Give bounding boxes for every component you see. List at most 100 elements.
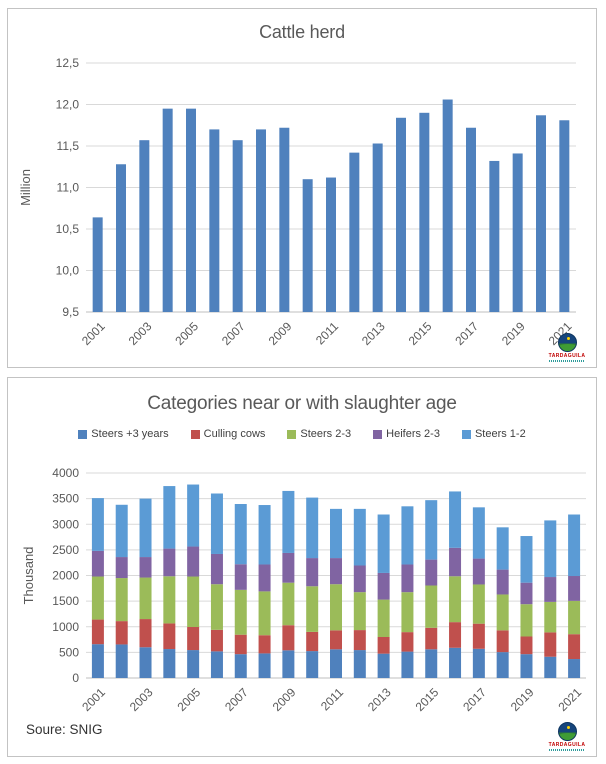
bar-segment-2001 (91, 550, 104, 577)
bar-segment-2004 (163, 486, 176, 549)
y-tick-label: 9,5 (62, 305, 79, 319)
bar-segment-2012 (353, 650, 366, 678)
bar-segment-2004 (163, 576, 176, 624)
bar-segment-2002 (115, 578, 128, 622)
bar-segment-2014 (401, 592, 414, 633)
bar-segment-2001 (91, 498, 104, 551)
bar-2012 (349, 152, 360, 312)
bar-segment-2007 (234, 589, 247, 635)
bar-segment-2005 (187, 546, 200, 577)
bar-segment-2002 (115, 504, 128, 558)
x-tick-label: 2003 (127, 685, 156, 714)
bar-segment-2019 (520, 604, 533, 637)
bar-2013 (372, 143, 383, 312)
x-tick-label: 2011 (313, 319, 341, 347)
bar-segment-2002 (115, 644, 128, 678)
x-tick-label: 2013 (359, 319, 388, 348)
y-axis-title: Thousand (21, 547, 36, 605)
bar-segment-2020 (544, 577, 557, 602)
bar-segment-2006 (210, 553, 223, 585)
y-tick-label: 11,0 (57, 181, 80, 195)
bar-segment-2006 (210, 584, 223, 630)
bar-segment-2016 (449, 576, 462, 623)
bar-2003 (139, 140, 150, 312)
bar-segment-2003 (139, 577, 152, 620)
bar-segment-2012 (353, 592, 366, 631)
bar-segment-2001 (91, 644, 104, 678)
bar-segment-2009 (282, 490, 295, 553)
bar-segment-2007 (234, 564, 247, 590)
bar-segment-2010 (306, 631, 319, 652)
bar-segment-2017 (472, 648, 485, 678)
bar-2015 (419, 112, 430, 312)
bar-segment-2015 (425, 649, 438, 678)
bar-2007 (232, 140, 243, 312)
legend-label: Steers +3 years (91, 428, 169, 440)
bar-segment-2010 (306, 651, 319, 678)
bar-segment-2021 (568, 576, 581, 601)
bar-segment-2008 (258, 564, 271, 592)
y-tick-label: 10,5 (56, 222, 80, 236)
bar-segment-2016 (449, 491, 462, 548)
bar-segment-2016 (449, 647, 462, 678)
y-tick-label: 0 (72, 671, 79, 685)
bar-segment-2011 (330, 630, 342, 650)
bar-segment-2003 (139, 619, 152, 648)
y-tick-label: 3500 (52, 492, 79, 506)
globe-icon (557, 333, 577, 352)
tardaguila-logo: TARDAGUILA (545, 333, 589, 362)
bar-2021 (559, 120, 570, 313)
slaughter-age-chart: 0 500 1000 1500 2000 2500 3000 3500 4000 2001 2003… (21, 466, 586, 714)
bar-2004 (162, 108, 173, 313)
x-tick-label: 2007 (222, 685, 251, 714)
y-tick-label: 11,5 (57, 139, 80, 153)
logo-subtext-line (549, 360, 585, 362)
bar-segment-2010 (306, 497, 319, 559)
bar-segment-2008 (258, 635, 271, 654)
x-tick-label: 2005 (174, 685, 203, 714)
bar-segment-2003 (139, 498, 152, 558)
x-tick-label: 2005 (172, 319, 201, 348)
legend-swatch-icon (190, 429, 200, 439)
bar-segment-2013 (377, 653, 390, 678)
bar-segment-2021 (568, 659, 581, 678)
bar-segment-2002 (115, 557, 128, 579)
bar-segment-2013 (377, 637, 390, 654)
legend-swatch-icon (287, 429, 297, 439)
bar-segment-2001 (91, 576, 104, 620)
bar-segment-2013 (377, 599, 390, 637)
legend-swatch-icon (373, 429, 383, 439)
legend-item-4: Heifers 2-3 (373, 428, 440, 440)
legend-swatch-icon (78, 429, 88, 439)
bar-segment-2009 (282, 582, 295, 626)
bar-segment-2021 (568, 634, 581, 660)
bar-segment-2005 (187, 627, 200, 651)
bar-segment-2009 (282, 625, 295, 651)
bar-segment-2020 (544, 601, 557, 633)
bar-2017 (466, 127, 476, 313)
bar-segment-2010 (306, 558, 319, 587)
bar-segment-2018 (496, 527, 509, 570)
bar-segment-2012 (353, 508, 366, 566)
bar-segment-2010 (306, 586, 319, 632)
bar-segment-2006 (210, 629, 223, 652)
y-tick-label: 2000 (52, 569, 79, 583)
y-tick-label: 1000 (52, 620, 79, 634)
bar-segment-2009 (282, 650, 295, 678)
x-tick-label: 2001 (79, 319, 108, 348)
bar-segment-2011 (330, 558, 342, 585)
y-tick-label: 4000 (52, 466, 79, 480)
bar-segment-2008 (258, 505, 271, 565)
bar-segment-2008 (258, 591, 271, 636)
bar-segment-2014 (401, 564, 414, 593)
bar-segment-2017 (472, 558, 485, 585)
y-tick-label: 500 (59, 645, 79, 659)
x-tick-label: 2003 (126, 319, 155, 348)
y-tick-label: 2500 (52, 543, 79, 557)
y-tick-label: 12,0 (56, 98, 80, 112)
bar-segment-2018 (496, 569, 509, 595)
bar-segment-2017 (472, 507, 485, 559)
bar-segment-2005 (187, 576, 200, 628)
bar-segment-2015 (425, 627, 438, 650)
chart-legend: Steers +3 years Culling cows Steers 2-3 Hei… (8, 428, 596, 440)
